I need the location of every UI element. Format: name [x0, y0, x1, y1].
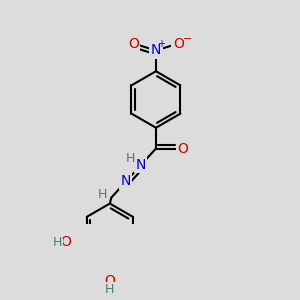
- Text: O: O: [60, 235, 71, 249]
- Text: O: O: [128, 38, 139, 52]
- Text: O: O: [104, 274, 115, 288]
- Text: O: O: [177, 142, 188, 155]
- Text: −: −: [182, 34, 192, 44]
- Text: N: N: [120, 174, 131, 188]
- Text: O: O: [173, 38, 184, 52]
- Text: H: H: [52, 236, 62, 249]
- Text: H: H: [105, 283, 115, 296]
- Text: H: H: [98, 188, 107, 201]
- Text: +: +: [157, 40, 165, 50]
- Text: N: N: [151, 44, 161, 57]
- Text: H: H: [126, 152, 135, 165]
- Text: N: N: [135, 158, 146, 172]
